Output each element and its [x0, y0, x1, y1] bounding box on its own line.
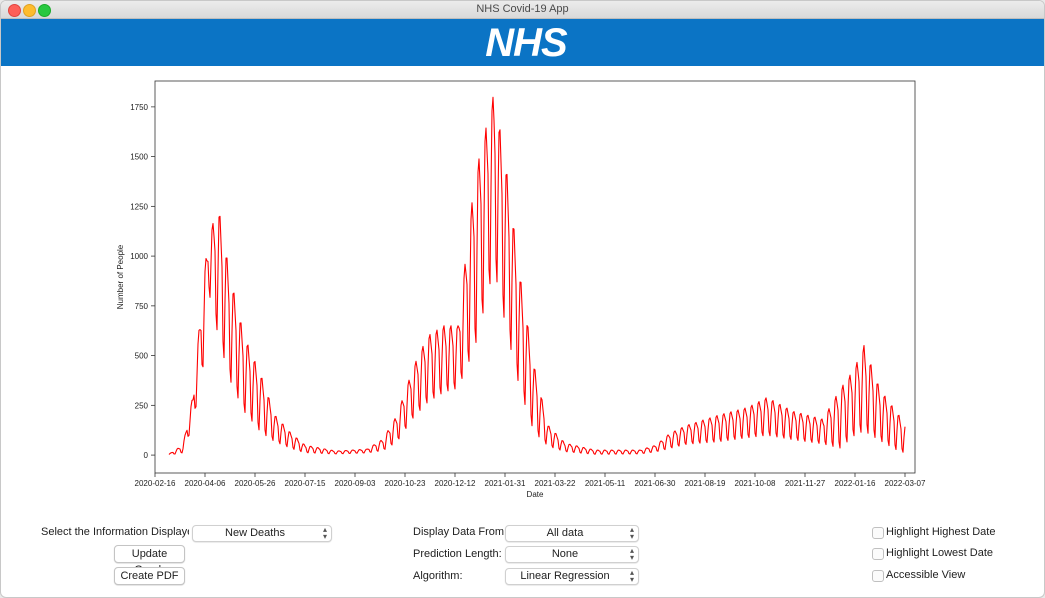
x-tick-label: 2021-10-08 — [735, 479, 776, 488]
highlight-lowest-checkbox[interactable] — [872, 548, 884, 560]
updown-chevron-icon: ▴ ▾ — [629, 525, 634, 541]
minimize-window-button[interactable] — [23, 4, 36, 17]
x-tick-label: 2020-05-26 — [235, 479, 276, 488]
y-tick-label: 0 — [144, 451, 149, 460]
info-select[interactable]: New Deaths ▴ ▾ — [192, 525, 332, 542]
x-tick-label: 2021-06-30 — [635, 479, 676, 488]
title-bar: NHS Covid-19 App — [1, 1, 1044, 19]
x-tick-label: 2021-11-27 — [785, 479, 826, 488]
algorithm-value: Linear Regression — [520, 570, 610, 582]
updown-chevron-icon: ▴ ▾ — [322, 525, 327, 541]
y-tick-label: 1000 — [130, 252, 148, 261]
highlight-highest-label: Highlight Highest Date — [886, 526, 996, 538]
deaths-line-chart: 0 250 500 750 1000 1250 1500 1750 2020-02-16 2020… — [116, 80, 926, 499]
y-tick-label: 500 — [135, 352, 149, 361]
nhs-banner: NHS — [1, 19, 1044, 66]
x-tick-label: 2020-02-16 — [135, 479, 176, 488]
x-tick-label: 2020-07-15 — [285, 479, 326, 488]
update-graph-button[interactable]: Update Graph — [114, 545, 185, 576]
y-tick-label: 750 — [135, 302, 149, 311]
info-label: Select the Information Displayed: — [41, 526, 189, 538]
y-tick-label: 1500 — [130, 153, 148, 162]
x-tick-label: 2020-09-03 — [335, 479, 376, 488]
controls-panel: Select the Information Displayed: New De… — [1, 521, 1044, 597]
x-tick-label: 2021-08-19 — [685, 479, 726, 488]
algorithm-label: Algorithm: — [413, 570, 463, 582]
accessible-view-checkbox[interactable] — [872, 570, 884, 582]
algorithm-select[interactable]: Linear Regression ▴ ▾ — [505, 568, 639, 585]
y-axis-label: Number of People — [116, 244, 125, 309]
x-tick-label: 2020-12-12 — [435, 479, 476, 488]
x-tick-label: 2020-10-23 — [385, 479, 426, 488]
close-window-button[interactable] — [8, 4, 21, 17]
updown-chevron-icon: ▴ ▾ — [629, 546, 634, 562]
x-tick-label: 2021-05-11 — [585, 479, 626, 488]
deaths-series-line — [168, 96, 906, 455]
plot-frame — [154, 80, 916, 474]
x-tick-label: 2020-04-06 — [185, 479, 226, 488]
maximize-window-button[interactable] — [38, 4, 51, 17]
x-axis-label: Date — [527, 490, 544, 499]
create-pdf-button[interactable]: Create PDF — [114, 567, 185, 585]
x-tick-label: 2022-03-07 — [885, 479, 926, 488]
prediction-length-value: None — [551, 548, 579, 560]
display-from-value: All data — [546, 527, 584, 539]
y-tick-label: 1250 — [130, 202, 148, 211]
highlight-lowest-label: Highlight Lowest Date — [886, 547, 994, 559]
prediction-length-label: Prediction Length: — [413, 548, 502, 560]
nhs-logo: NHS — [485, 22, 569, 62]
window-title: NHS Covid-19 App — [476, 3, 569, 15]
highlight-highest-checkbox[interactable] — [872, 527, 884, 539]
prediction-length-select[interactable]: None ▴ ▾ — [505, 546, 639, 563]
y-tick-label: 1750 — [130, 103, 148, 112]
x-tick-label: 2022-01-16 — [835, 479, 876, 488]
svg-text:NHS: NHS — [485, 22, 568, 62]
display-from-select[interactable]: All data ▴ ▾ — [505, 525, 639, 542]
updown-chevron-icon: ▴ ▾ — [629, 568, 634, 584]
x-tick-label: 2021-01-31 — [485, 479, 526, 488]
info-select-value: New Deaths — [225, 527, 285, 539]
accessible-view-label: Accessible View — [886, 569, 966, 581]
display-from-label: Display Data From: — [413, 526, 508, 538]
y-tick-label: 250 — [135, 401, 149, 410]
x-tick-label: 2021-03-22 — [535, 479, 576, 488]
